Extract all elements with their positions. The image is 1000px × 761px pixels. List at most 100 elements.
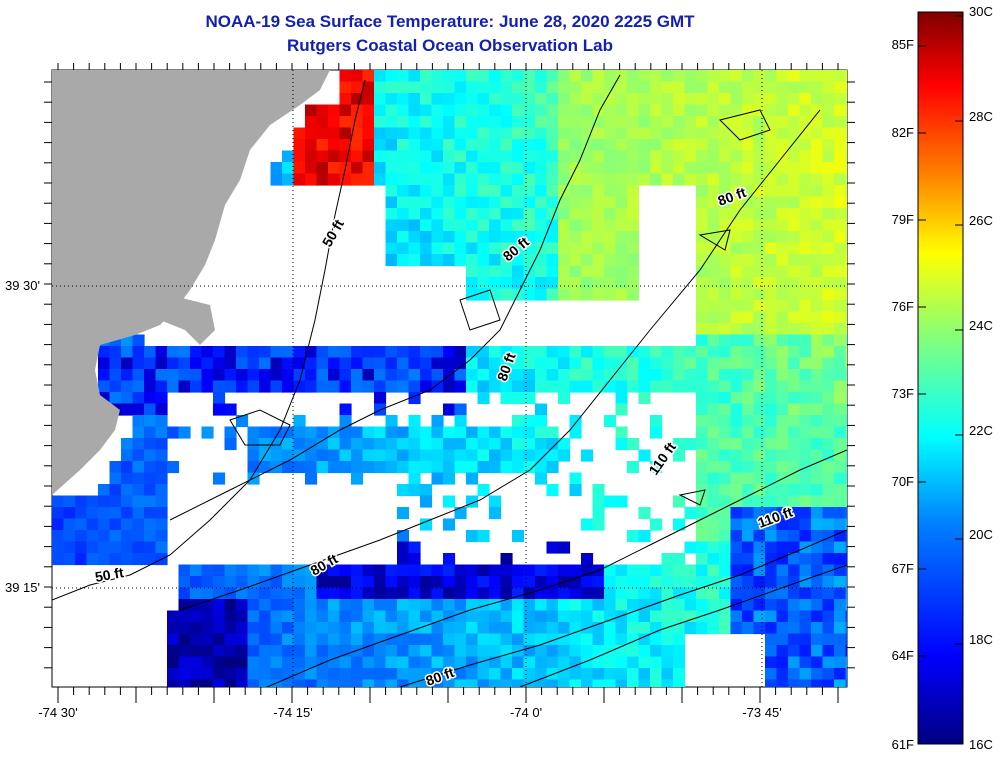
sst-pixel (282, 645, 295, 658)
sst-pixel (443, 93, 456, 106)
sst-pixel (799, 449, 812, 462)
sst-pixel (339, 656, 352, 669)
sst-pixel (431, 139, 444, 152)
sst-pixel (443, 633, 456, 646)
sst-pixel (615, 162, 628, 175)
sst-pixel (592, 346, 605, 359)
sst-pixel (420, 576, 433, 589)
sst-pixel (155, 495, 168, 508)
sst-pixel (374, 645, 387, 658)
sst-pixel (500, 185, 513, 198)
sst-pixel (615, 576, 628, 589)
sst-pixel (799, 219, 812, 232)
sst-pixel (707, 70, 720, 83)
sst-pixel (362, 81, 375, 94)
sst-pixel (443, 219, 456, 232)
sst-pixel (535, 208, 548, 221)
sst-pixel (408, 127, 421, 140)
sst-pixel (109, 530, 122, 543)
sst-pixel (765, 369, 778, 382)
sst-pixel (512, 599, 525, 612)
sst-pixel (742, 380, 755, 393)
sst-pixel (569, 633, 582, 646)
sst-pixel (788, 127, 801, 140)
sst-pixel (742, 426, 755, 439)
sst-pixel (811, 587, 824, 600)
sst-pixel (385, 380, 398, 393)
sst-pixel (673, 116, 686, 129)
sst-pixel (512, 116, 525, 129)
sst-pixel (443, 70, 456, 83)
sst-pixel (500, 679, 513, 687)
sst-pixel (408, 242, 421, 255)
sst-pixel (569, 139, 582, 152)
sst-pixel (98, 541, 111, 554)
sst-pixel (155, 357, 168, 370)
sst-pixel (454, 449, 467, 462)
sst-pixel (270, 357, 283, 370)
sst-pixel (247, 426, 260, 439)
sst-pixel (776, 300, 789, 313)
sst-pixel (374, 81, 387, 94)
sst-pixel (477, 139, 490, 152)
sst-pixel (167, 679, 180, 687)
sst-pixel (443, 346, 456, 359)
sst-pixel (213, 472, 226, 485)
sst-pixel (742, 219, 755, 232)
sst-pixel (121, 369, 134, 382)
sst-pixel (730, 518, 743, 531)
sst-pixel (650, 679, 663, 687)
sst-pixel (604, 622, 617, 635)
sst-pixel (328, 461, 341, 474)
sst-pixel (454, 139, 467, 152)
sst-pixel (696, 323, 709, 336)
sst-pixel (339, 104, 352, 117)
sst-pixel (500, 139, 513, 152)
sst-pixel (397, 645, 410, 658)
sst-pixel (615, 81, 628, 94)
sst-pixel (822, 254, 835, 267)
sst-pixel (788, 254, 801, 267)
longitude-label: -74 0' (510, 705, 542, 720)
sst-pixel (834, 104, 847, 117)
sst-pixel (822, 81, 835, 94)
sst-pixel (765, 277, 778, 290)
sst-pixel (581, 254, 594, 267)
sst-pixel (811, 300, 824, 313)
sst-pixel (305, 438, 318, 451)
sst-pixel (351, 357, 364, 370)
sst-pixel (822, 576, 835, 589)
sst-pixel (569, 346, 582, 359)
sst-pixel (765, 438, 778, 451)
sst-pixel (431, 173, 444, 186)
sst-pixel (627, 127, 640, 140)
sst-pixel (454, 127, 467, 140)
sst-pixel (753, 346, 766, 359)
sst-pixel (788, 610, 801, 623)
sst-pixel (742, 162, 755, 175)
sst-pixel (420, 196, 433, 209)
sst-pixel (500, 622, 513, 635)
sst-pixel (799, 656, 812, 669)
sst-pixel (615, 277, 628, 290)
sst-pixel (569, 150, 582, 163)
sst-pixel (282, 150, 295, 163)
sst-pixel (765, 507, 778, 520)
sst-pixel (627, 277, 640, 290)
sst-pixel (834, 415, 847, 428)
sst-pixel (374, 656, 387, 669)
sst-pixel (512, 633, 525, 646)
sst-pixel (339, 426, 352, 439)
sst-pixel (799, 265, 812, 278)
sst-pixel (546, 70, 559, 83)
sst-pixel (730, 70, 743, 83)
sst-pixel (776, 162, 789, 175)
sst-pixel (512, 185, 525, 198)
sst-pixel (638, 357, 651, 370)
sst-pixel (144, 472, 157, 485)
sst-pixel (799, 633, 812, 646)
sst-pixel (270, 599, 283, 612)
sst-pixel (661, 610, 674, 623)
sst-pixel (845, 185, 847, 198)
sst-pixel (213, 587, 226, 600)
